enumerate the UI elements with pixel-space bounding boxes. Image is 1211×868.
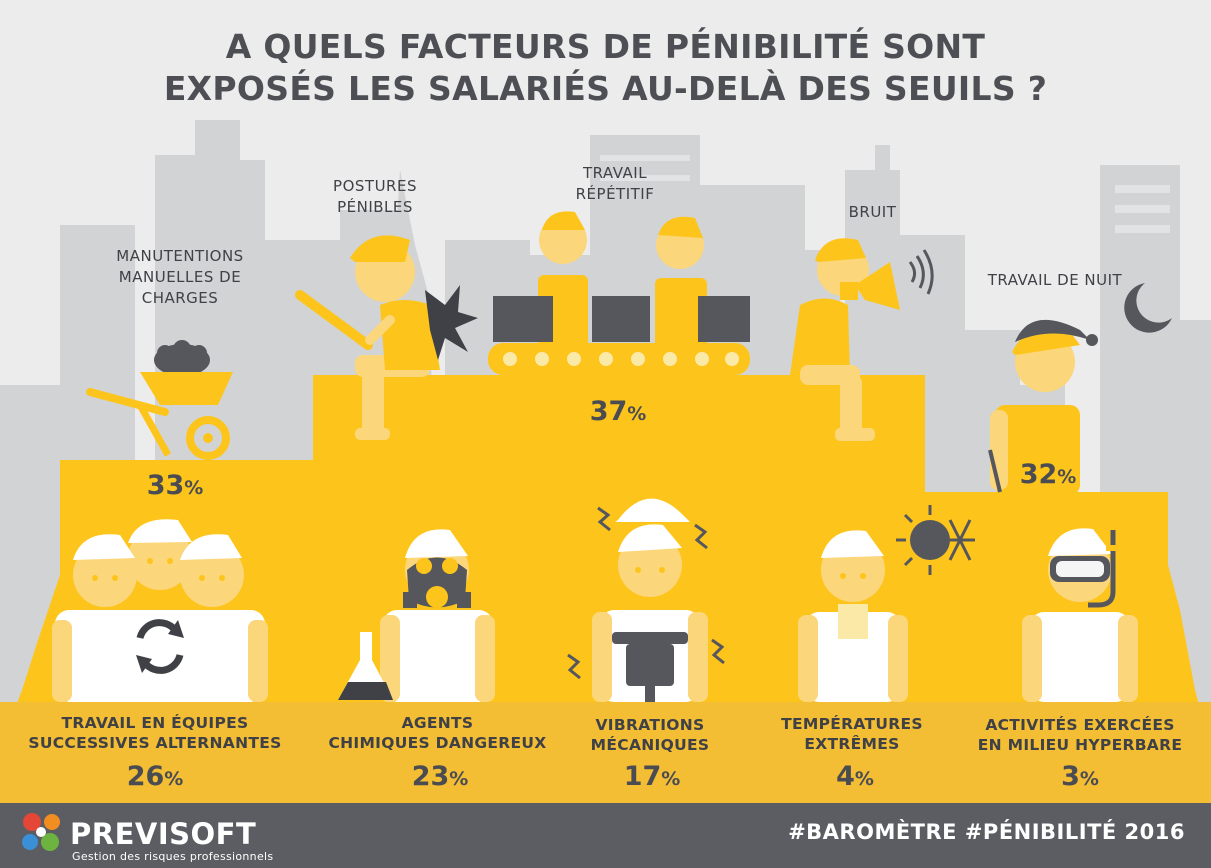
assembly-line-icon [488, 211, 750, 375]
brand-tagline: Gestion des risques professionnels [72, 850, 274, 863]
jackhammer-icon [567, 498, 725, 702]
label-vibrations: VIBRATIONS MÉCANIQUES [590, 716, 710, 754]
title-line-2: EXPOSÉS LES SALARIÉS AU-DELÀ DES SEUILS … [163, 69, 1048, 108]
wheelbarrow-icon [86, 340, 233, 460]
gas-mask-icon [338, 529, 495, 702]
megaphone-icon [790, 238, 934, 441]
label-travail-repetitif: TRAVAIL RÉPÉTITIF [575, 164, 655, 203]
night-worker-icon [988, 283, 1172, 495]
label-band [0, 702, 1211, 803]
value-travail-en-equipes: 26% [126, 761, 184, 792]
value-temperatures: 4% [836, 761, 874, 792]
label-hyperbare: ACTIVITÉS EXERCÉES EN MILIEU HYPERBARE [977, 716, 1183, 754]
label-temperatures: TEMPÉRATURES EXTRÊMES [781, 715, 923, 753]
podium-body [0, 375, 1211, 805]
sitting-worker-icon [295, 235, 478, 440]
value-hyperbare: 3% [1061, 761, 1099, 792]
label-agents-chimiques: AGENTS CHIMIQUES DANGEREUX [328, 714, 547, 752]
label-travail-en-equipes: TRAVAIL EN ÉQUIPES SUCCESSIVES ALTERNANT… [28, 714, 282, 752]
value-travail-de-nuit: 32% [1019, 459, 1077, 490]
rotation-arrows-icon [136, 619, 184, 674]
sun-snowflake-icon [798, 505, 975, 702]
value-vibrations: 17% [623, 761, 681, 792]
moon-icon [1124, 283, 1172, 333]
label-manutentions: MANUTENTIONS MANUELLES DE CHARGES [116, 247, 244, 307]
podium [0, 375, 1211, 805]
brand-name: PREVISOFT [70, 817, 257, 851]
diving-mask-icon [1022, 528, 1138, 702]
label-bruit: BRUIT [848, 203, 897, 221]
page-title: A QUELS FACTEURS DE PÉNIBILITÉ SONT EXPO… [0, 26, 1211, 110]
logo-mark [22, 813, 60, 851]
value-agents-chimiques: 23% [411, 761, 469, 792]
label-postures: POSTURES PÉNIBLES [333, 177, 417, 216]
value-manutentions: 33% [146, 470, 204, 501]
label-travail-de-nuit: TRAVAIL DE NUIT [987, 271, 1123, 289]
footer-bar [0, 803, 1211, 868]
title-line-1: A QUELS FACTEURS DE PÉNIBILITÉ SONT [225, 27, 986, 66]
value-travail-repetitif: 37% [589, 396, 647, 427]
shift-workers-icon [52, 519, 268, 702]
hashtag: #BAROMÈTRE #PÉNIBILITÉ 2016 [788, 820, 1185, 844]
